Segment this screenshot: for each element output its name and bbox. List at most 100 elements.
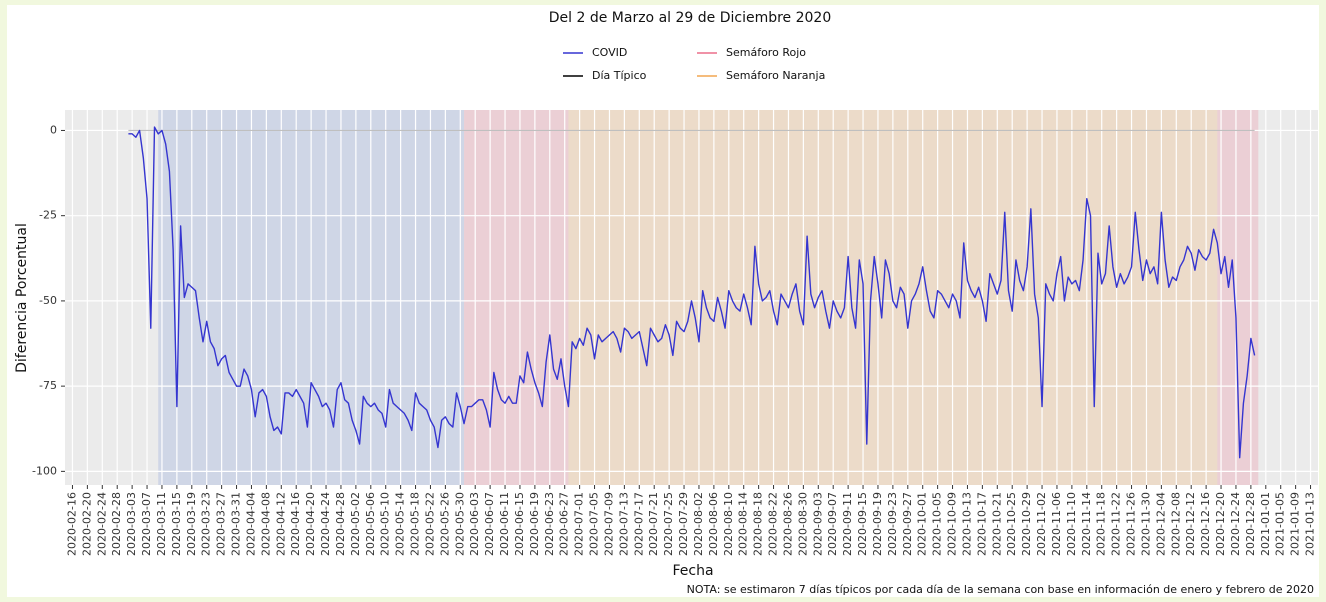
x-tick-label: 2020-04-28 (334, 492, 347, 556)
x-tick-label: 2020-11-06 (1050, 492, 1063, 556)
x-tick-label: 2020-06-15 (513, 492, 526, 556)
x-tick-label: 2020-06-07 (483, 492, 496, 556)
x-tick-label: 2021-01-01 (1259, 492, 1272, 556)
x-tick-label: 2020-10-17 (975, 492, 988, 556)
x-tick-label: 2020-03-27 (215, 492, 228, 556)
x-tick-label: 2020-03-23 (200, 492, 213, 556)
y-tick-label: 0 (50, 123, 57, 136)
x-tick-label: 2020-11-30 (1139, 492, 1152, 556)
semaforo-period (464, 110, 569, 485)
x-tick-label: 2020-12-12 (1184, 492, 1197, 556)
x-tick-label: 2020-11-26 (1125, 492, 1138, 556)
x-tick-label: 2020-07-17 (632, 492, 645, 556)
x-tick-label: 2020-02-16 (65, 492, 78, 556)
x-tick-label: 2020-10-25 (1005, 492, 1018, 556)
x-tick-label: 2020-10-09 (946, 492, 959, 556)
x-tick-label: 2020-11-10 (1065, 492, 1078, 556)
x-tick-label: 2020-07-05 (588, 492, 601, 556)
x-tick-label: 2020-03-03 (125, 492, 138, 556)
x-tick-label: 2020-08-14 (737, 492, 750, 556)
x-tick-label: 2020-05-10 (379, 492, 392, 556)
legend-label: COVID (592, 46, 627, 59)
semaforo-period (1217, 110, 1259, 485)
x-tick-label: 2020-06-23 (543, 492, 556, 556)
x-tick-label: 2020-09-19 (871, 492, 884, 556)
x-tick-label: 2020-04-04 (244, 492, 257, 556)
x-tick-label: 2020-07-01 (573, 492, 586, 556)
x-tick-label: 2020-09-15 (856, 492, 869, 556)
x-tick-label: 2020-07-09 (602, 492, 615, 556)
x-tick-label: 2020-09-07 (826, 492, 839, 556)
x-tick-label: 2020-08-06 (707, 492, 720, 556)
x-tick-label: 2020-11-22 (1110, 492, 1123, 556)
y-tick-label: -25 (39, 209, 57, 222)
x-axis-title: Fecha (672, 563, 713, 579)
note: NOTA: se estimaron 7 días típicos por ca… (687, 583, 1314, 596)
x-tick-label: 2020-06-27 (558, 492, 571, 556)
x-tick-label: 2020-07-13 (617, 492, 630, 556)
x-tick-label: 2020-09-03 (811, 492, 824, 556)
x-tick-label: 2020-06-11 (498, 492, 511, 556)
y-tick-label: -75 (39, 379, 57, 392)
legend-label: Semáforo Rojo (726, 46, 806, 59)
x-tick-label: 2020-04-16 (289, 492, 302, 556)
legend-label: Semáforo Naranja (726, 69, 825, 82)
covid-line (128, 126, 1256, 459)
x-tick-label: 2020-05-18 (409, 492, 422, 556)
x-tick-label: 2020-08-10 (722, 492, 735, 556)
x-tick-label: 2020-05-14 (394, 492, 407, 556)
x-tick-label: 2020-12-08 (1169, 492, 1182, 556)
chart-title: Del 2 de Marzo al 29 de Diciembre 2020 (549, 10, 832, 26)
x-tick-label: 2020-07-25 (662, 492, 675, 556)
x-tick-label: 2020-07-21 (647, 492, 660, 556)
x-tick-label: 2020-02-28 (110, 492, 123, 556)
x-tick-label: 2020-09-27 (901, 492, 914, 556)
x-tick-label: 2020-10-01 (916, 492, 929, 556)
x-tick-label: 2020-06-19 (528, 492, 541, 556)
x-tick-label: 2020-09-23 (886, 492, 899, 556)
x-tick-label: 2020-05-02 (349, 492, 362, 556)
x-tick-label: 2020-04-08 (259, 492, 272, 556)
x-tick-label: 2020-03-07 (140, 492, 153, 556)
x-tick-label: 2020-12-24 (1229, 492, 1242, 556)
legend-label: Día Típico (592, 69, 647, 82)
x-tick-label: 2020-04-20 (304, 492, 317, 556)
x-tick-label: 2020-03-11 (155, 492, 168, 556)
x-tick-label: 2020-08-26 (781, 492, 794, 556)
y-axis-title: Diferencia Porcentual (14, 223, 30, 373)
x-tick-label: 2020-10-13 (960, 492, 973, 556)
x-tick-label: 2020-06-03 (468, 492, 481, 556)
x-tick-label: 2020-11-14 (1080, 492, 1093, 556)
x-tick-label: 2020-08-30 (796, 492, 809, 556)
x-tick-label: 2020-12-16 (1199, 492, 1212, 556)
x-tick-label: 2020-02-20 (80, 492, 93, 556)
x-tick-label: 2020-10-05 (931, 492, 944, 556)
plot-background (65, 110, 1318, 485)
x-tick-label: 2020-03-19 (185, 492, 198, 556)
x-tick-label: 2020-07-29 (677, 492, 690, 556)
x-tick-label: 2021-01-09 (1289, 492, 1302, 556)
x-tick-label: 2020-12-04 (1154, 492, 1167, 556)
x-tick-label: 2021-01-05 (1274, 492, 1287, 556)
x-tick-label: 2020-05-06 (364, 492, 377, 556)
x-tick-label: 2020-05-30 (453, 492, 466, 556)
x-tick-label: 2020-05-22 (423, 492, 436, 556)
x-tick-label: 2020-12-28 (1244, 492, 1257, 556)
x-tick-label: 2020-10-29 (1020, 492, 1033, 556)
x-tick-label: 2020-03-15 (170, 492, 183, 556)
y-tick-label: -50 (39, 294, 57, 307)
x-tick-label: 2020-04-12 (274, 492, 287, 556)
x-tick-label: 2020-11-18 (1095, 492, 1108, 556)
x-tick-label: 2020-11-02 (1035, 492, 1048, 556)
x-tick-label: 2020-10-21 (990, 492, 1003, 556)
x-tick-label: 2021-01-13 (1304, 492, 1317, 556)
x-tick-label: 2020-08-18 (752, 492, 765, 556)
x-tick-label: 2020-09-11 (841, 492, 854, 556)
x-tick-label: 2020-12-20 (1214, 492, 1227, 556)
x-tick-label: 2020-02-24 (95, 492, 108, 556)
x-tick-label: 2020-08-02 (692, 492, 705, 556)
x-tick-label: 2020-05-26 (438, 492, 451, 556)
x-tick-label: 2020-03-31 (230, 492, 243, 556)
x-tick-label: 2020-08-22 (767, 492, 780, 556)
